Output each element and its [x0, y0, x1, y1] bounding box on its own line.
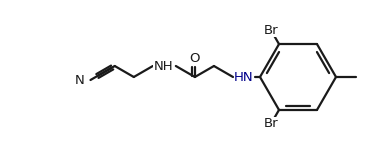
Text: NH: NH: [154, 59, 174, 73]
Text: Br: Br: [264, 117, 278, 130]
Text: HN: HN: [234, 71, 254, 83]
Text: O: O: [190, 51, 200, 65]
Text: Br: Br: [264, 24, 278, 37]
Text: N: N: [74, 73, 84, 87]
